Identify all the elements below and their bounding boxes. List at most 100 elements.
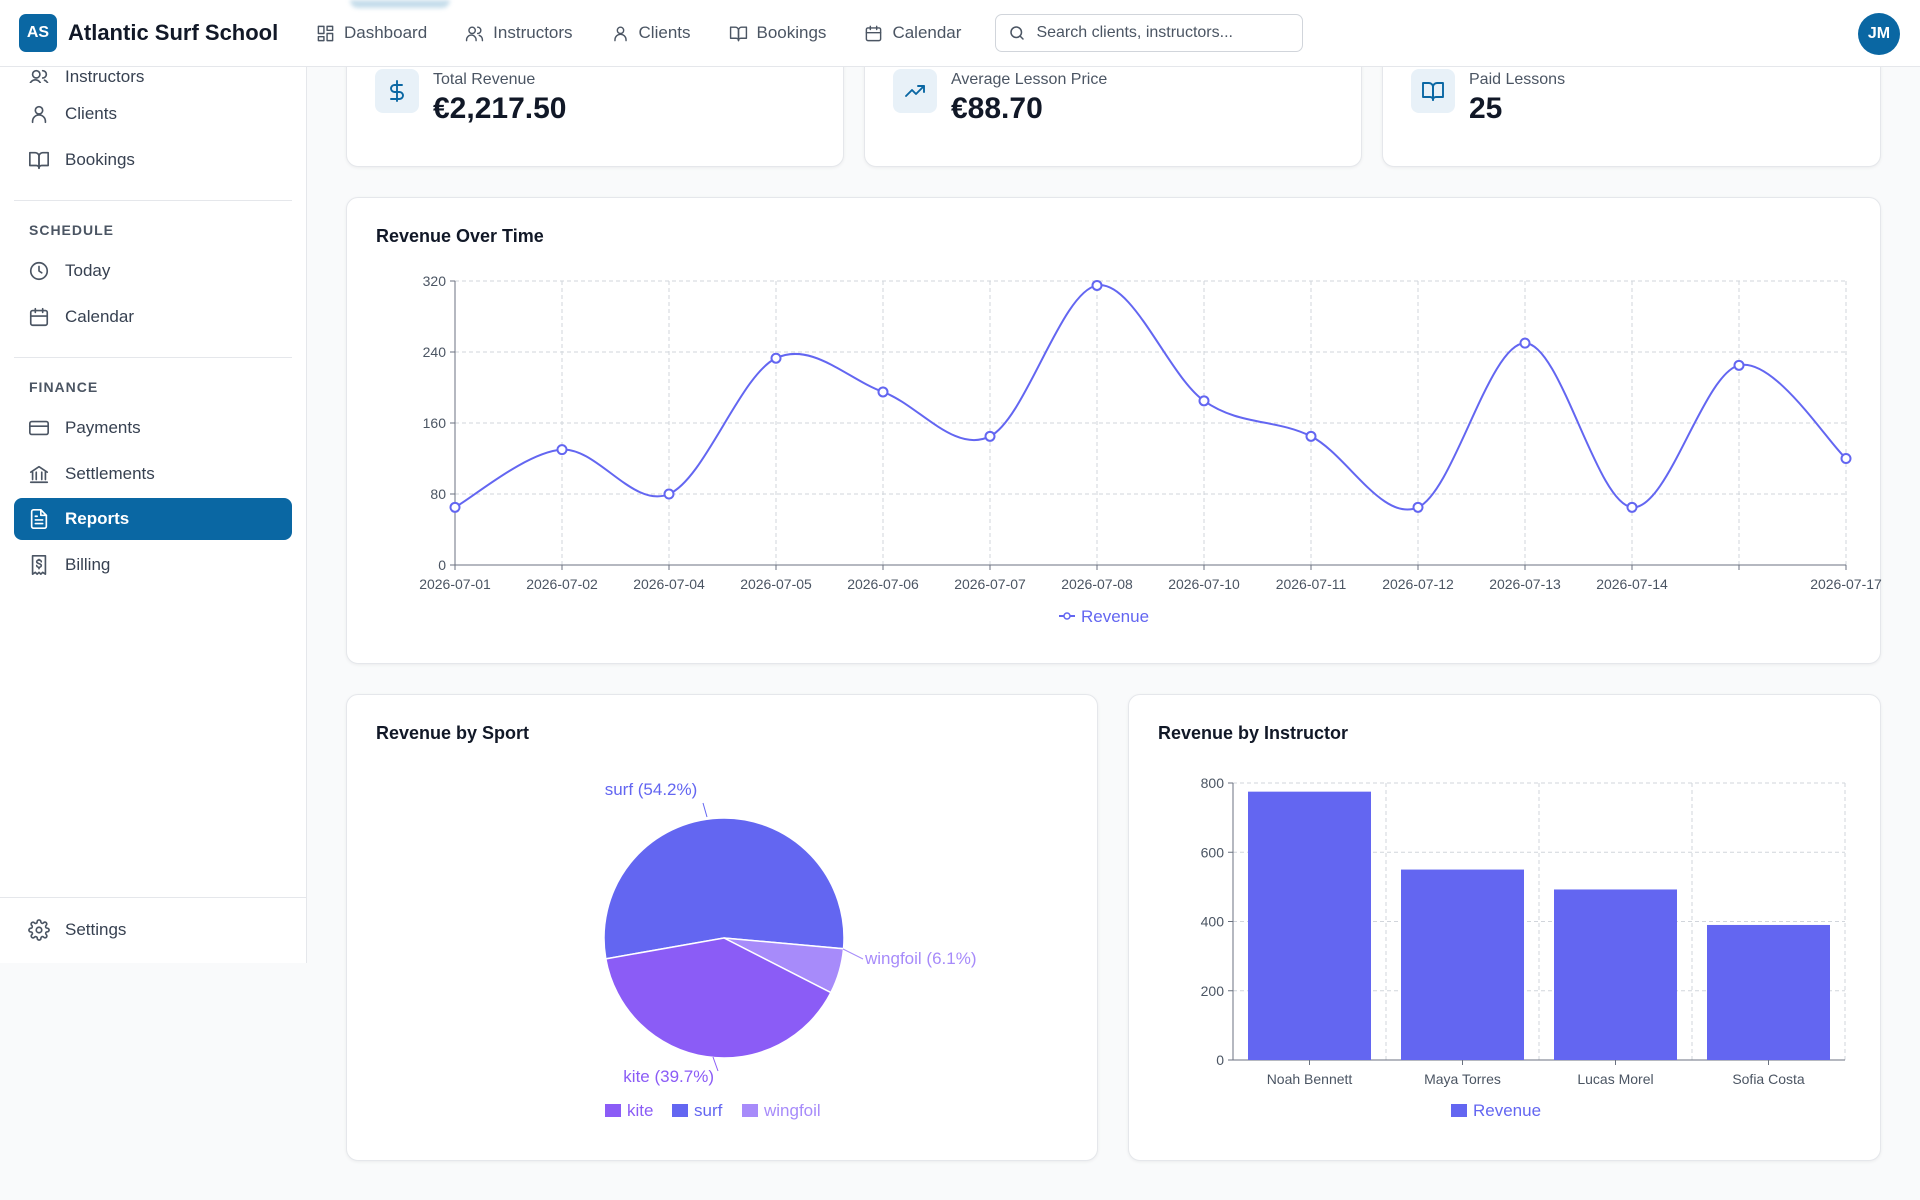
user-avatar[interactable]: JM xyxy=(1858,13,1900,55)
y-tick-label: 320 xyxy=(423,273,447,289)
stat-card-average-price: Average Lesson Price €88.70 xyxy=(864,58,1362,167)
search-input[interactable] xyxy=(1036,24,1287,42)
stat-value: €88.70 xyxy=(951,92,1043,125)
sidebar-item-calendar[interactable]: Calendar xyxy=(14,296,292,338)
topnav-bookings[interactable]: Bookings xyxy=(717,14,839,52)
stat-label: Paid Lessons xyxy=(1469,71,1566,88)
y-tick-label: 200 xyxy=(1201,983,1225,999)
topnav-label: Bookings xyxy=(756,23,827,42)
topnav-label: Dashboard xyxy=(344,23,428,42)
y-tick-label: 0 xyxy=(1216,1052,1224,1068)
user-icon xyxy=(31,105,47,124)
pie-label-kite: kite (39.7%) xyxy=(623,1067,714,1086)
calendar-icon xyxy=(866,25,882,41)
data-point xyxy=(984,430,996,442)
y-tick-label: 0 xyxy=(438,557,446,573)
revenue-line-chart: 0 80 160 240 320 2026-07-01 2026-07-02 2026-07-… xyxy=(419,273,1882,626)
bar xyxy=(1248,791,1371,1060)
brand-logo: AS xyxy=(19,14,57,52)
y-tick-label: 240 xyxy=(423,344,447,360)
legend-label: Revenue xyxy=(1473,1101,1541,1120)
pie-slice-kite xyxy=(604,937,832,1059)
topnav-instructors[interactable]: Instructors xyxy=(453,14,584,52)
sidebar-item-settings[interactable]: Settings xyxy=(14,909,292,951)
sidebar-item-instructors[interactable]: Instructors xyxy=(14,53,292,83)
x-tick-label: 2026-07-06 xyxy=(847,576,919,592)
topnav-dashboard[interactable]: Dashboard xyxy=(304,14,439,52)
stat-icon-box xyxy=(893,69,937,113)
x-tick-label: 2026-07-13 xyxy=(1489,576,1561,592)
series-line xyxy=(454,284,1847,511)
chart-title: Revenue Over Time xyxy=(376,226,544,246)
legend-marker xyxy=(1063,612,1071,620)
stat-value: €2,217.50 xyxy=(433,92,567,125)
data-point xyxy=(556,444,568,456)
data-point xyxy=(770,352,782,364)
revenue-by-instructor-card: Revenue by Instructor 0 200 400 600 800 Noah … xyxy=(1128,694,1881,1161)
bar xyxy=(1401,869,1524,1060)
revenue-by-sport-card: Revenue by Sport surf (54.2%) kite (39.7%… xyxy=(346,694,1098,1161)
search-box[interactable] xyxy=(995,14,1304,52)
sidebar-item-reports[interactable]: Reports xyxy=(14,498,292,540)
topnav-clients[interactable]: Clients xyxy=(599,14,703,52)
stat-icon-box xyxy=(1411,69,1455,113)
sidebar-item-settlements[interactable]: Settlements xyxy=(14,453,292,495)
data-point xyxy=(1626,501,1638,513)
file-text-icon xyxy=(30,509,48,529)
x-tick-label: Maya Torres xyxy=(1424,1071,1501,1087)
stat-card-total-revenue: Total Revenue €2,217.50 xyxy=(346,58,844,167)
data-point xyxy=(1733,359,1745,371)
pie-leader-line xyxy=(712,1056,719,1072)
data-point xyxy=(877,386,889,398)
data-point xyxy=(663,488,675,500)
x-tick-label: 2026-07-11 xyxy=(1276,576,1347,592)
gear-icon xyxy=(28,919,50,941)
sidebar-item-today[interactable]: Today xyxy=(14,250,292,292)
sidebar-item-payments[interactable]: Payments xyxy=(14,407,292,449)
top-bar: AS Atlantic Surf School Dashboard Instru… xyxy=(0,0,1920,67)
legend-swatch-kite xyxy=(605,1104,621,1117)
stat-icon-box xyxy=(375,69,419,113)
brand[interactable]: AS Atlantic Surf School xyxy=(19,14,304,52)
sidebar-item-bookings[interactable]: Bookings xyxy=(14,139,292,181)
pie-label-wingfoil: wingfoil (6.1%) xyxy=(864,949,977,968)
stat-value: 25 xyxy=(1469,92,1503,125)
legend-swatch-wingfoil xyxy=(742,1104,758,1117)
book-icon xyxy=(729,25,747,41)
users-icon xyxy=(466,25,484,41)
sidebar-item-label: Billing xyxy=(65,555,111,574)
clock-icon xyxy=(29,261,49,281)
data-point xyxy=(449,501,461,513)
stat-label: Average Lesson Price xyxy=(951,71,1108,88)
topnav-calendar[interactable]: Calendar xyxy=(852,14,973,52)
sidebar-divider xyxy=(14,200,292,201)
sidebar-item-billing[interactable]: Billing xyxy=(14,544,292,586)
grid-icon xyxy=(317,25,334,41)
topnav-label: Clients xyxy=(638,23,691,42)
chart-title: Revenue by Instructor xyxy=(1158,723,1349,743)
revenue-over-time-card: Revenue Over Time 0 80 160 240 320 2026-07-01… xyxy=(346,197,1882,664)
revenue-pie-chart: surf (54.2%) kite (39.7%) wingfoil (6.1%) k… xyxy=(603,780,977,1120)
bar xyxy=(1554,889,1677,1060)
x-tick-label: Noah Bennett xyxy=(1267,1071,1353,1087)
scroll-indicator xyxy=(350,0,450,8)
trending-up-icon xyxy=(905,85,925,97)
sidebar-divider xyxy=(0,897,307,898)
pie-label-surf: surf (54.2%) xyxy=(605,780,698,799)
x-tick-label: 2026-07-12 xyxy=(1382,576,1454,592)
sidebar-item-clients[interactable]: Clients xyxy=(14,93,292,135)
sidebar-item-label: Instructors xyxy=(65,67,145,83)
legend-label-surf: surf xyxy=(694,1101,723,1120)
y-tick-label: 800 xyxy=(1201,775,1225,791)
calendar-icon xyxy=(29,307,49,327)
data-point xyxy=(1412,501,1424,513)
y-tick-label: 600 xyxy=(1201,844,1225,860)
x-tick-label: 2026-07-07 xyxy=(954,576,1026,592)
sidebar-item-label: Settings xyxy=(65,920,127,939)
x-tick-label: Sofia Costa xyxy=(1732,1071,1805,1087)
stat-label: Total Revenue xyxy=(433,71,536,88)
bank-icon xyxy=(29,465,49,484)
x-tick-label: 2026-07-08 xyxy=(1061,576,1133,592)
x-tick-label: 2026-07-01 xyxy=(419,576,491,592)
sidebar-item-label: Today xyxy=(65,261,111,280)
